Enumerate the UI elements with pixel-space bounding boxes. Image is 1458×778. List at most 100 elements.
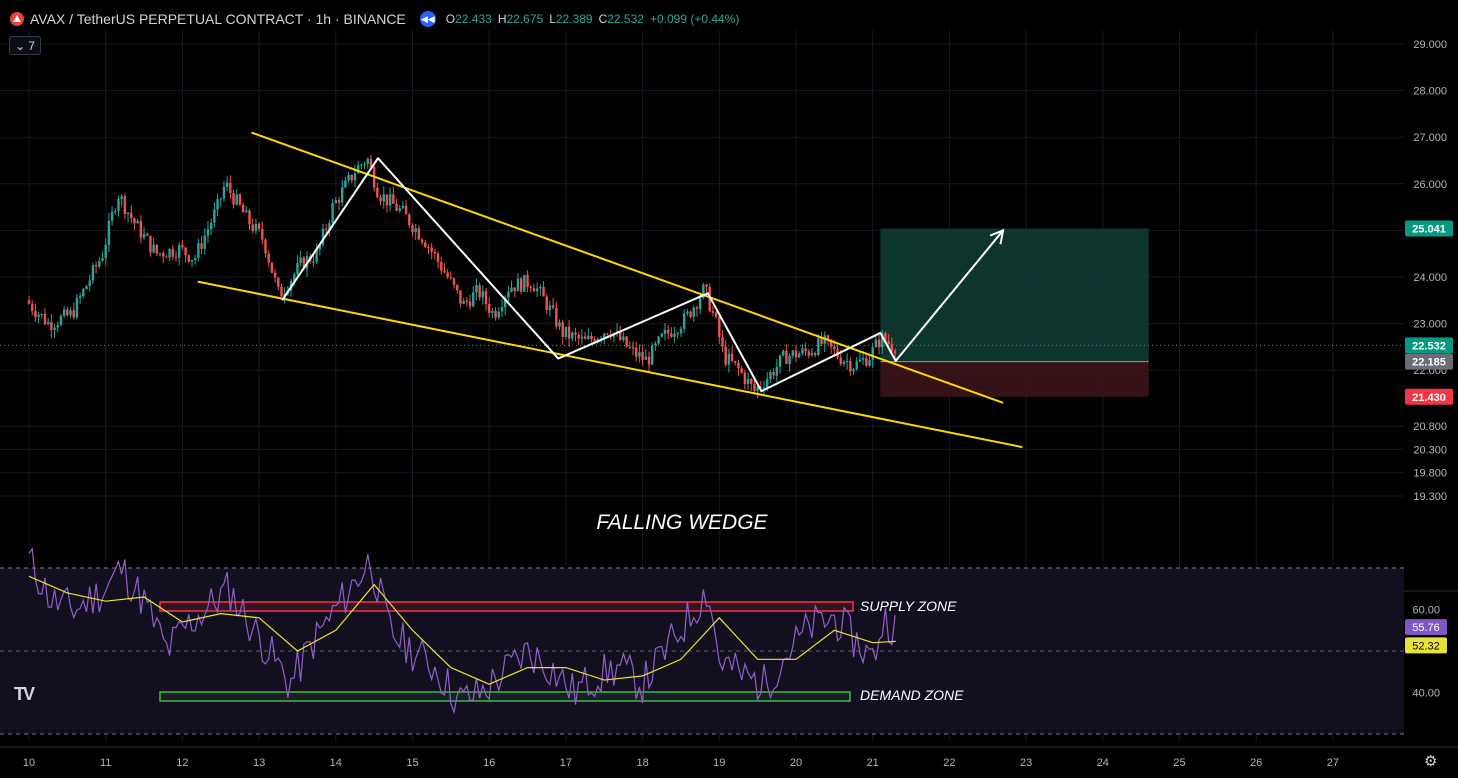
candle-body [829,339,833,347]
candle-body [849,361,852,372]
rsi-ma-text: 52.32 [1412,640,1440,652]
candle-body [209,222,213,230]
candle-body [698,298,702,309]
candle-body [475,285,478,293]
candle-body [206,229,210,236]
candle-body [507,291,510,298]
candle-body [430,247,433,252]
candle-body [551,305,555,308]
candle-body [411,225,414,233]
candle-body [88,280,91,287]
candle-body [114,210,117,212]
candle-body [414,228,417,233]
candle-body [401,205,405,209]
candle-body [881,333,884,348]
candle-body [718,316,721,338]
gear-icon[interactable]: ⚙ [1424,753,1438,770]
candle-body [721,337,724,347]
candle-body [647,356,651,365]
candle-body [107,220,111,245]
supply-zone-box [159,601,854,612]
price-tick-label: 27.000 [1413,132,1447,144]
candle-body [98,260,101,267]
time-tick-label: 16 [483,757,495,769]
candle-body [30,303,34,311]
candle-body [769,372,772,380]
falling-wedge-label: FALLING WEDGE [596,511,768,534]
candle-body [315,249,318,262]
candle-body [858,359,862,362]
candle-body [350,174,353,181]
candle-body [532,288,536,292]
candle-body [753,383,756,392]
indicators-collapse-button[interactable]: ⌄ 7 [9,36,41,55]
candle-body [801,348,804,354]
candle-body [353,173,357,181]
price-tick-label: 26.000 [1413,179,1447,191]
candle-body [788,355,791,364]
candle-body [424,242,427,248]
candle-body [59,315,63,326]
candle-body [513,287,516,292]
candle-body [104,244,107,258]
candle-body [174,256,178,258]
rsi-value-tag [1405,619,1447,636]
ohlc-change: +0.099 (+0.44%) [649,12,740,26]
time-tick-label: 17 [560,757,572,769]
tradingview-logo-icon[interactable]: TV [14,684,35,704]
time-tick-label: 19 [713,757,725,769]
candle-body [759,386,763,388]
candle-body [877,339,881,348]
demand-zone-box [159,691,851,702]
replay-icon[interactable]: ◀◀ [419,11,436,27]
candle-body [874,339,878,348]
candle-body [724,346,727,365]
candle-body [714,312,718,317]
indicator-count: 7 [28,38,35,53]
candle-body [193,257,197,261]
candle-body [321,228,325,245]
candle-body [270,262,274,273]
candle-body [152,244,155,253]
candle-body [46,321,50,325]
candle-body [772,372,775,376]
candle-body [280,286,283,297]
price-tick-label: 19.300 [1413,491,1447,503]
candle-body [865,358,868,366]
time-tick-label: 21 [867,757,879,769]
candle-body [705,284,708,287]
candle-body [468,301,472,307]
candle-body [184,247,187,256]
candle-body [638,352,641,357]
candle-body [334,200,337,204]
candle-body [101,257,104,261]
candle-body [382,194,385,202]
price-tick-label: 23.000 [1413,319,1447,331]
candle-body [139,220,143,238]
candle-body [82,289,85,297]
candle-body [78,296,82,298]
candle-body [686,311,689,314]
price-label-text: 25.041 [1412,223,1446,235]
candle-body [529,287,532,289]
candle-body [395,203,398,211]
candle-body [676,333,679,335]
candle-body [855,361,858,370]
candle-body [555,307,558,327]
candle-body [40,313,43,315]
rsi-line [28,546,896,715]
price-tick-label: 19.800 [1413,468,1447,480]
candle-body [229,182,232,193]
candle-body [225,182,229,187]
candle-body [702,284,705,299]
symbol-title[interactable]: AVAX / TetherUS PERPETUAL CONTRACT · 1h … [30,11,406,27]
price-label-tag [1405,220,1453,237]
candle-body [452,278,456,285]
candle-body [650,345,654,365]
price-tick-label: 24.000 [1413,272,1447,284]
candle-body [142,233,146,238]
candle-body [481,291,485,298]
candle-body [797,353,801,358]
candle-body [254,223,258,231]
